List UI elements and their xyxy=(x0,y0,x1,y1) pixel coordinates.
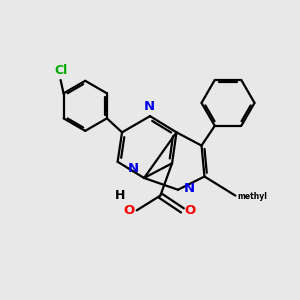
Text: N: N xyxy=(144,100,155,112)
Text: O: O xyxy=(185,205,196,218)
Text: O: O xyxy=(123,205,134,218)
Text: H: H xyxy=(116,188,126,202)
Text: N: N xyxy=(128,162,139,175)
Text: N: N xyxy=(183,182,194,195)
Text: methyl: methyl xyxy=(238,192,268,201)
Text: Cl: Cl xyxy=(54,64,67,76)
